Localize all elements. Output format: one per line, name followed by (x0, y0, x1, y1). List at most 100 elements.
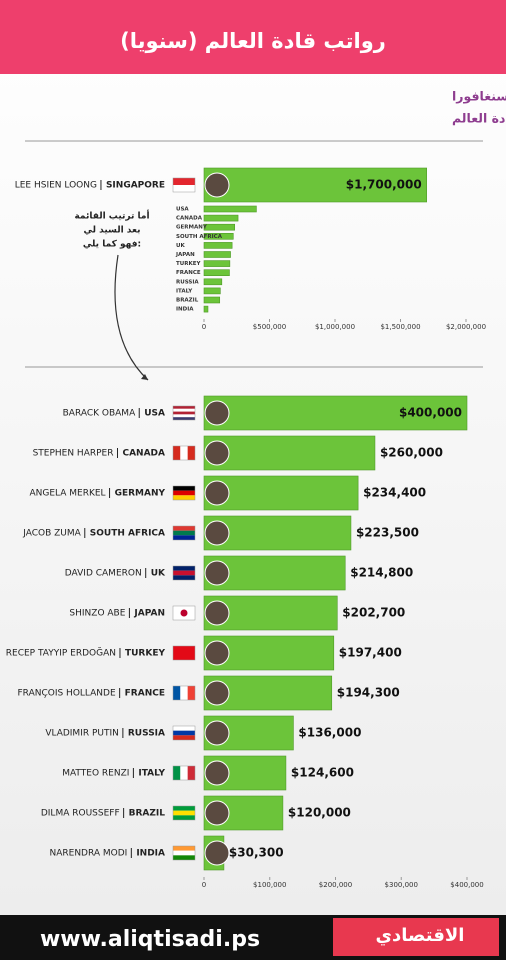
value-label: $223,500 (356, 526, 419, 540)
x-tick-label: $1,000,000 (315, 323, 355, 331)
flag (173, 446, 181, 460)
flag-border (172, 845, 196, 861)
bar (203, 395, 468, 431)
country-label: BRAZIL (176, 298, 199, 304)
bar (203, 296, 221, 304)
country-label: INDIA (136, 849, 165, 859)
value-label: $214,800 (350, 566, 413, 580)
flag (173, 408, 195, 412)
leader-photo (204, 480, 230, 506)
flag-border (172, 725, 196, 741)
leader-label: JACOB ZUMA (22, 529, 81, 539)
flag (173, 846, 195, 851)
flag (173, 490, 195, 496)
flag (180, 766, 188, 780)
x-tick-label: 0 (202, 323, 206, 331)
flag (180, 446, 188, 460)
arrow-head (141, 374, 148, 380)
flag (173, 486, 195, 491)
flag (173, 535, 195, 540)
leader-photo (204, 600, 230, 626)
country-label: FRANCE (125, 689, 165, 699)
bar (203, 305, 209, 313)
flag (173, 178, 195, 185)
annotation: بعد السيد لي (84, 226, 141, 236)
leader-photo (204, 720, 230, 746)
flag (173, 406, 195, 409)
flag (173, 726, 195, 731)
leader-photo (204, 840, 230, 866)
flag-border (172, 685, 196, 701)
value-label: $260,000 (380, 446, 443, 460)
leader-label: BARACK OBAMA (63, 409, 136, 419)
leader-label: DAVID CAMERON (65, 569, 142, 579)
bar (203, 167, 427, 203)
flag (173, 185, 195, 192)
annotation: فهو كما يلي: (83, 240, 141, 250)
flag (173, 530, 195, 536)
country-label: TURKEY (176, 261, 201, 267)
flag (173, 414, 195, 418)
flag (180, 686, 188, 700)
flag (173, 411, 195, 415)
flag (173, 566, 195, 571)
flag-border (172, 405, 196, 421)
flag (173, 766, 181, 780)
value-label: $197,400 (339, 646, 402, 660)
country-label: RUSSIA (176, 279, 199, 285)
x-tick-label: $2,000,000 (446, 323, 486, 331)
flag-border (172, 805, 196, 821)
country-label: SOUTH AFRICA (176, 234, 223, 240)
flag-border (172, 645, 196, 661)
footer-url: www.aliqtisadi.ps (40, 927, 260, 952)
bar (203, 269, 230, 277)
leader-photo (204, 680, 230, 706)
bar (203, 205, 257, 213)
leader-photo (204, 560, 230, 586)
annotation: أما ترتيب القائمة (74, 210, 149, 222)
leader-label: SHINZO ABE (69, 609, 125, 619)
bar (203, 260, 231, 267)
country-label: GERMANY (115, 489, 166, 499)
value-label: $120,000 (288, 806, 351, 820)
bar (203, 242, 233, 249)
flag (173, 526, 195, 531)
flag (173, 653, 195, 660)
x-tick-label: $200,000 (319, 881, 352, 889)
leader-label: VLADIMIR PUTIN (45, 729, 119, 739)
x-tick-label: $1,500,000 (380, 323, 420, 331)
subtitle: "لي هسين لونغ" قائمة أعلى دخول سنويه لقا… (452, 110, 506, 126)
logo-box (333, 918, 499, 956)
flag (173, 855, 195, 860)
country-label: CANADA (176, 216, 203, 222)
title: رواتب قادة العالم (سنويا) (120, 29, 386, 53)
value-label: $194,300 (337, 686, 400, 700)
flag (173, 646, 195, 653)
subtitle: رواتب حوالي 1,7 مليون دولار سنويا يتصدر … (452, 89, 506, 104)
leader-photo (204, 520, 230, 546)
bar (203, 287, 221, 295)
flag (173, 570, 195, 576)
country-label: RUSSIA (128, 729, 165, 739)
country-label: SOUTH AFRICA (90, 529, 165, 539)
bar (203, 278, 223, 286)
bar (203, 435, 376, 471)
country-label: FRANCE (176, 270, 201, 276)
bar (203, 475, 359, 511)
country-label: INDIA (176, 307, 194, 313)
flag (173, 686, 181, 700)
country-label: ITALY (176, 288, 193, 294)
flag (173, 850, 195, 856)
value-label: $400,000 (399, 406, 462, 420)
leader-label: STEPHEN HARPER (33, 449, 114, 459)
value-label: $30,300 (229, 846, 284, 860)
value-label: $1,700,000 (346, 178, 422, 192)
country-label: JAPAN (175, 252, 195, 258)
logo: الاقتصادي (376, 925, 465, 946)
flag (173, 495, 195, 500)
country-label: UK (176, 243, 185, 249)
x-tick-label: $400,000 (450, 881, 483, 889)
flag-border (172, 765, 196, 781)
leader-label: ANGELA MERKEL (29, 489, 105, 499)
